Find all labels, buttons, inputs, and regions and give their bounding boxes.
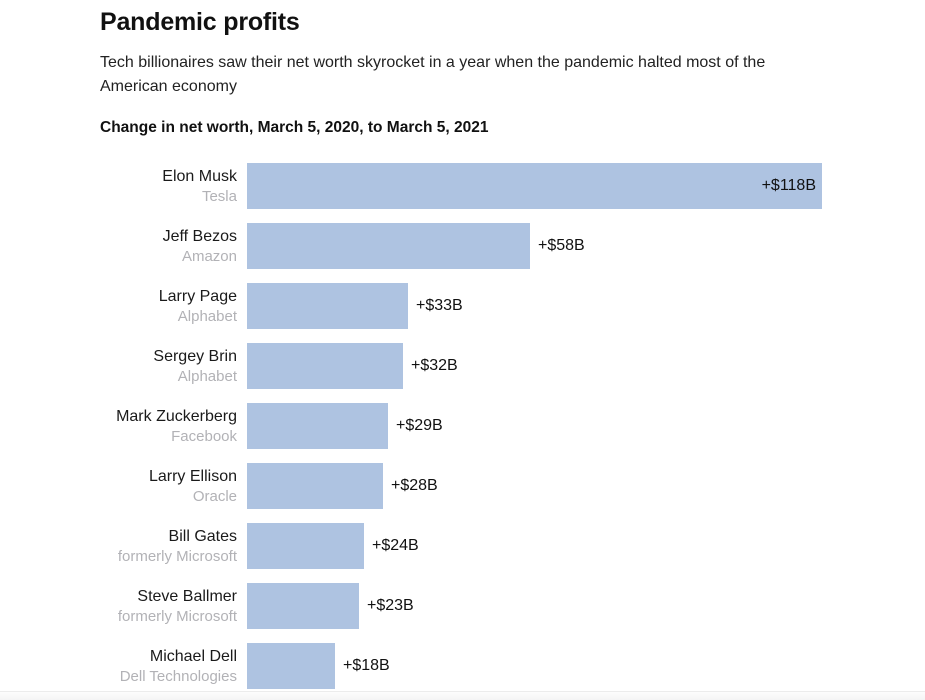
person-name: Elon Musk — [162, 167, 237, 185]
chart-row: Mark Zuckerberg Facebook +$29B — [100, 403, 925, 449]
person-name: Jeff Bezos — [162, 227, 237, 245]
company-name: Oracle — [192, 487, 237, 505]
person-name: Michael Dell — [149, 647, 237, 665]
bar-track: +$118B — [247, 163, 925, 209]
bar-value-label: +$28B — [391, 477, 438, 494]
person-name: Larry Page — [158, 287, 237, 305]
chart-row: Steve Ballmer formerly Microsoft +$23B — [100, 583, 925, 629]
bar — [247, 223, 530, 269]
company-name: Tesla — [201, 187, 237, 205]
bar-category-label: Steve Ballmer formerly Microsoft — [100, 583, 237, 629]
bar-track: +$28B — [247, 463, 925, 509]
bar-track: +$58B — [247, 223, 925, 269]
bar-category-label: Elon Musk Tesla — [100, 163, 237, 209]
chart-row: Michael Dell Dell Technologies +$18B — [100, 643, 925, 689]
chart-row: Larry Page Alphabet +$33B — [100, 283, 925, 329]
bar-value-label: +$23B — [367, 597, 414, 614]
person-name: Steve Ballmer — [137, 587, 237, 605]
bar: +$118B — [247, 163, 822, 209]
person-name: Bill Gates — [168, 527, 237, 545]
chart-section-label: Change in net worth, March 5, 2020, to M… — [100, 119, 489, 136]
chart-subtitle: Tech billionaires saw their net worth sk… — [100, 54, 766, 95]
company-name: Alphabet — [177, 307, 237, 325]
bar-value-label: +$29B — [396, 417, 443, 434]
bar-value-label: +$58B — [538, 237, 585, 254]
bar-value-label: +$18B — [343, 657, 390, 674]
chart-row: Elon Musk Tesla +$118B — [100, 163, 925, 209]
company-name: formerly Microsoft — [117, 547, 237, 565]
bar-category-label: Mark Zuckerberg Facebook — [100, 403, 237, 449]
bar — [247, 463, 383, 509]
bar-value-label: +$33B — [416, 297, 463, 314]
bar-track: +$23B — [247, 583, 925, 629]
person-name: Larry Ellison — [148, 467, 237, 485]
person-name: Mark Zuckerberg — [116, 407, 237, 425]
bar — [247, 523, 364, 569]
bar — [247, 643, 335, 689]
chart-row: Bill Gates formerly Microsoft +$24B — [100, 523, 925, 569]
bottom-divider — [0, 691, 925, 700]
chart-row: Sergey Brin Alphabet +$32B — [100, 343, 925, 389]
bar-category-label: Michael Dell Dell Technologies — [100, 643, 237, 689]
bar-category-label: Larry Page Alphabet — [100, 283, 237, 329]
bar-track: +$32B — [247, 343, 925, 389]
bar-track: +$24B — [247, 523, 925, 569]
bar — [247, 283, 408, 329]
company-name: formerly Microsoft — [117, 607, 237, 625]
bar-value-label: +$32B — [411, 357, 458, 374]
bar-track: +$29B — [247, 403, 925, 449]
bar-chart: Elon Musk Tesla +$118B Jeff Bezos Amazon +$58… — [100, 163, 925, 689]
company-name: Facebook — [171, 427, 237, 445]
bar — [247, 343, 403, 389]
bar — [247, 583, 359, 629]
person-name: Sergey Brin — [153, 347, 237, 365]
bar-category-label: Larry Ellison Oracle — [100, 463, 237, 509]
company-name: Alphabet — [177, 367, 237, 385]
bar-category-label: Sergey Brin Alphabet — [100, 343, 237, 389]
company-name: Dell Technologies — [119, 667, 237, 685]
chart-row: Larry Ellison Oracle +$28B — [100, 463, 925, 509]
page-title: Pandemic profits — [100, 8, 300, 36]
bar-track: +$33B — [247, 283, 925, 329]
bar-value-label: +$24B — [372, 537, 419, 554]
bar-category-label: Jeff Bezos Amazon — [100, 223, 237, 269]
chart-row: Jeff Bezos Amazon +$58B — [100, 223, 925, 269]
company-name: Amazon — [181, 247, 237, 265]
bar — [247, 403, 388, 449]
bar-category-label: Bill Gates formerly Microsoft — [100, 523, 237, 569]
bar-track: +$18B — [247, 643, 925, 689]
bar-value-label: +$118B — [761, 177, 816, 194]
